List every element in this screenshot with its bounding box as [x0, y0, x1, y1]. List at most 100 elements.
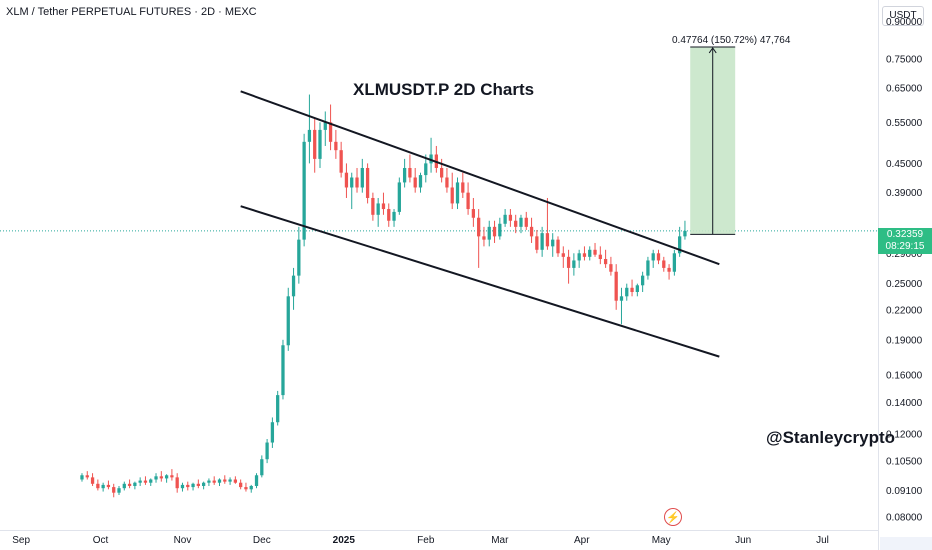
candle-body	[455, 182, 460, 204]
candle-body	[445, 177, 449, 188]
candles	[80, 94, 687, 498]
candle-body	[514, 220, 518, 227]
candle-body	[228, 479, 232, 482]
candle-body	[191, 483, 195, 488]
candle-body	[106, 484, 111, 488]
candle-body	[270, 422, 275, 443]
candle-body	[598, 254, 602, 260]
candle-body	[180, 484, 185, 489]
candle-body	[254, 475, 259, 486]
x-tick-label: Jul	[816, 535, 829, 546]
candle-body	[101, 484, 105, 489]
candle-body	[90, 477, 95, 484]
y-tick-label: 0.10500	[886, 457, 923, 468]
chart-title: XLMUSDT.P 2D Charts	[353, 80, 535, 99]
y-tick-label: 0.14000	[886, 398, 923, 409]
candle-body	[117, 488, 121, 493]
candle-body	[334, 141, 338, 151]
candle-body	[196, 483, 200, 486]
candle-body	[355, 177, 359, 188]
y-tick-label: 0.25000	[886, 279, 923, 290]
candle-body	[450, 187, 454, 204]
candle-body	[276, 395, 280, 423]
x-tick-label: Dec	[253, 535, 271, 546]
candle-body	[614, 271, 618, 301]
candle-body	[440, 167, 444, 178]
candle-body	[212, 480, 216, 483]
last-price-value: 0.32359	[886, 229, 924, 240]
candle-body	[678, 236, 682, 254]
candle-body	[175, 477, 179, 489]
candle-body	[127, 483, 132, 486]
candle-body	[545, 233, 550, 247]
bar-countdown: 08:29:15	[885, 241, 925, 252]
candle-body	[529, 226, 534, 237]
target-zone	[690, 46, 736, 235]
candle-body	[217, 479, 222, 483]
candle-body	[297, 239, 301, 276]
candle-body	[535, 236, 539, 250]
candle-body	[651, 253, 655, 261]
candle-body	[582, 253, 587, 257]
x-tick-label: 2025	[333, 535, 356, 546]
channel-lower-line	[240, 205, 720, 358]
candle-body	[413, 177, 417, 188]
y-tick-label: 0.09100	[886, 486, 923, 497]
candle-body	[487, 226, 491, 240]
candle-body	[164, 475, 169, 479]
candle-body	[625, 287, 629, 297]
candle-body	[381, 203, 386, 210]
candle-body	[482, 236, 486, 240]
candle-body	[96, 483, 100, 489]
candle-body	[640, 275, 645, 286]
candle-body	[498, 223, 502, 237]
candle-body	[239, 482, 243, 488]
channel-upper-line	[240, 90, 720, 266]
candle-body	[387, 209, 391, 221]
candle-body	[291, 275, 296, 297]
candle-body	[154, 476, 158, 480]
symbol-header[interactable]: XLM / Tether PERPETUAL FUTURES · 2D · ME…	[6, 6, 257, 18]
candle-body	[429, 154, 433, 164]
y-tick-label: 0.39000	[886, 188, 923, 199]
candle-body	[286, 296, 290, 346]
y-tick-label: 0.08000	[886, 512, 923, 523]
candle-body	[609, 264, 613, 272]
candle-body	[143, 480, 148, 483]
y-tick-label: 0.75000	[886, 54, 923, 65]
candle-body	[683, 230, 687, 237]
candle-body	[112, 487, 116, 493]
candle-body	[249, 485, 253, 490]
x-tick-label: Mar	[491, 535, 509, 546]
candle-body	[149, 479, 153, 483]
candle-body	[344, 172, 349, 188]
candle-body	[360, 167, 364, 188]
candle-body	[350, 177, 354, 188]
channel-lines[interactable]	[240, 90, 720, 358]
candle-body	[207, 480, 211, 483]
x-tick-label: May	[652, 535, 671, 546]
last-price-tag: 0.32359 08:29:15	[878, 228, 932, 254]
y-tick-label: 0.16000	[886, 370, 923, 381]
tradingview-logo-icon[interactable]: ⚡	[664, 508, 682, 526]
measure-arrow-head	[708, 47, 717, 54]
candle-body	[244, 487, 248, 490]
y-tick-label: 0.19000	[886, 335, 923, 346]
author-watermark: @Stanleycrypto	[766, 428, 896, 447]
candle-body	[376, 203, 380, 215]
candle-body	[371, 197, 375, 215]
x-tick-label: Oct	[93, 535, 109, 546]
candle-body	[418, 175, 423, 188]
y-tick-label: 0.65000	[886, 84, 923, 95]
candle-body	[85, 475, 89, 478]
candle-body	[662, 260, 666, 268]
x-tick-label: Apr	[574, 535, 590, 546]
candle-body	[656, 253, 661, 261]
currency-unit-button[interactable]: USDT	[882, 6, 924, 26]
candle-body	[471, 209, 476, 218]
candle-body	[328, 122, 333, 142]
candle-body	[138, 480, 142, 483]
